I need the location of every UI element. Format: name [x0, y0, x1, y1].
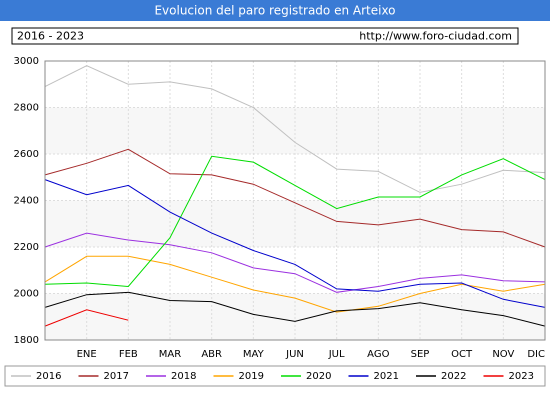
series-line	[44, 179, 546, 308]
series-line	[44, 155, 546, 288]
legend-label: 2020	[306, 371, 331, 382]
x-tick-label: JUL	[328, 349, 345, 360]
x-tick-label: SEP	[411, 349, 430, 360]
info-box	[11, 27, 519, 45]
source: http://www.foro-ciudad.com	[359, 30, 512, 43]
legend-label: 2017	[104, 371, 129, 382]
x-tick-label: DIC	[527, 349, 545, 360]
title-bar	[0, 0, 550, 21]
y-tick-label: 1800	[14, 335, 39, 346]
x-tick-label: OCT	[451, 349, 473, 360]
y-tick-label: 2600	[14, 149, 39, 160]
x-tick-label: NOV	[492, 349, 514, 360]
series-line	[44, 291, 546, 327]
legend-label: 2022	[441, 371, 466, 382]
series-line	[44, 255, 546, 313]
x-tick-label: ENE	[77, 349, 97, 360]
series-line	[44, 309, 129, 327]
series-line	[44, 148, 546, 248]
chart-title: Evolucion del paro registrado en Arteixo	[154, 4, 395, 18]
series-line	[44, 232, 546, 293]
y-tick-label: 2800	[14, 103, 39, 114]
y-tick-label: 2400	[14, 196, 39, 207]
legend-label: 2023	[509, 371, 534, 382]
plot-border	[44, 60, 546, 341]
y-tick-label: 3000	[14, 56, 39, 67]
legend-label: 2018	[171, 371, 196, 382]
x-tick-label: JUN	[285, 349, 304, 360]
y-tick-label: 2000	[14, 289, 39, 300]
x-tick-label: ABR	[201, 349, 222, 360]
legend-label: 2016	[36, 371, 61, 382]
subtitle: 2016 - 2023	[17, 30, 84, 43]
series-line	[44, 65, 546, 193]
legend-box	[4, 365, 546, 387]
legend-label: 2021	[374, 371, 399, 382]
x-tick-label: MAR	[159, 349, 181, 360]
x-tick-label: MAY	[243, 349, 265, 360]
x-tick-label: FEB	[119, 349, 138, 360]
x-tick-label: AGO	[367, 349, 389, 360]
legend-label: 2019	[239, 371, 264, 382]
y-tick-label: 2200	[14, 242, 39, 253]
band	[45, 200, 545, 247]
